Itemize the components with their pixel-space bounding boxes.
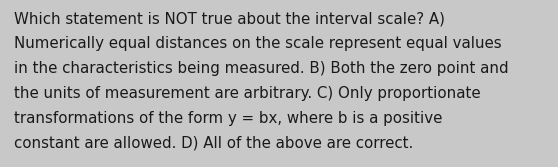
Text: Numerically equal distances on the scale represent equal values: Numerically equal distances on the scale… [14,36,502,51]
Text: in the characteristics being measured. B) Both the zero point and: in the characteristics being measured. B… [14,61,508,76]
Text: transformations of the form y = bx, where b is a positive: transformations of the form y = bx, wher… [14,111,442,126]
Text: Which statement is NOT true about the interval scale? A): Which statement is NOT true about the in… [14,12,445,27]
Text: constant are allowed. D) All of the above are correct.: constant are allowed. D) All of the abov… [14,135,413,150]
Text: the units of measurement are arbitrary. C) Only proportionate: the units of measurement are arbitrary. … [14,86,480,101]
